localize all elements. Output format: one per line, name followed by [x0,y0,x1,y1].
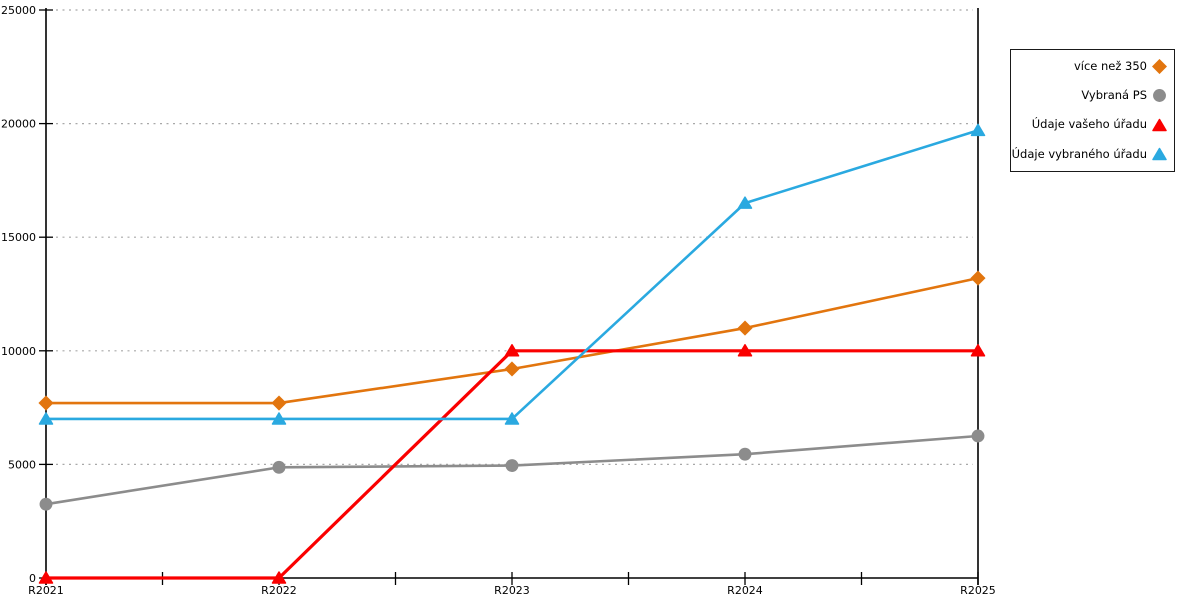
data-point-marker [971,429,985,443]
data-point-marker [38,412,54,425]
data-point-marker [505,459,519,472]
x-axis-tick-label: R2024 [727,584,763,597]
x-axis-tick-label: R2023 [494,584,530,597]
legend-label: Údaje vybraného úřadu [1011,146,1147,161]
data-point-marker [504,361,520,377]
y-axis-tick-label: 25000 [1,4,36,17]
circle-icon [1153,89,1166,103]
data-point-marker [737,320,753,336]
legend-item: Údaje vybraného úřadu [1011,147,1174,162]
y-axis-tick-label: 15000 [1,231,36,244]
y-axis-tick-label: 5000 [8,458,36,471]
data-point-marker [38,395,54,411]
y-axis-tick-label: 0 [29,572,36,585]
diamond-icon [1152,59,1167,75]
y-axis-tick-label: 20000 [1,118,36,131]
data-point-marker [970,270,986,286]
data-point-marker [504,344,520,357]
data-point-marker [737,196,753,209]
legend-label: Vybraná PS [1081,88,1147,103]
y-axis-tick-label: 10000 [1,345,36,358]
data-point-marker [970,344,986,357]
data-point-marker [737,344,753,357]
series-line [46,276,979,405]
data-point-marker [970,123,986,137]
data-point-marker [271,395,287,411]
data-point-marker [271,571,287,584]
x-axis-tick-label: R2022 [261,584,297,597]
legend-label: Údaje vašeho úřadu [1031,117,1147,132]
legend: více než 350 Vybraná PS Údaje vašeho úřadu… [1010,49,1175,172]
legend-item: Vybraná PS [1011,88,1174,103]
legend-label: více než 350 [1073,58,1147,73]
legend-item: více než 350 [1011,58,1174,75]
legend-item: Údaje vašeho úřadu [1011,118,1174,133]
data-point-marker [271,412,287,425]
triangle-icon [1152,147,1167,161]
data-point-marker [272,460,286,474]
data-point-marker [39,497,53,511]
data-point-marker [38,571,54,584]
data-point-marker [738,447,752,461]
x-axis-tick-label: R2025 [960,584,996,597]
x-axis-tick-label: R2021 [28,584,64,597]
triangle-icon [1152,118,1167,131]
data-point-marker [504,412,520,425]
